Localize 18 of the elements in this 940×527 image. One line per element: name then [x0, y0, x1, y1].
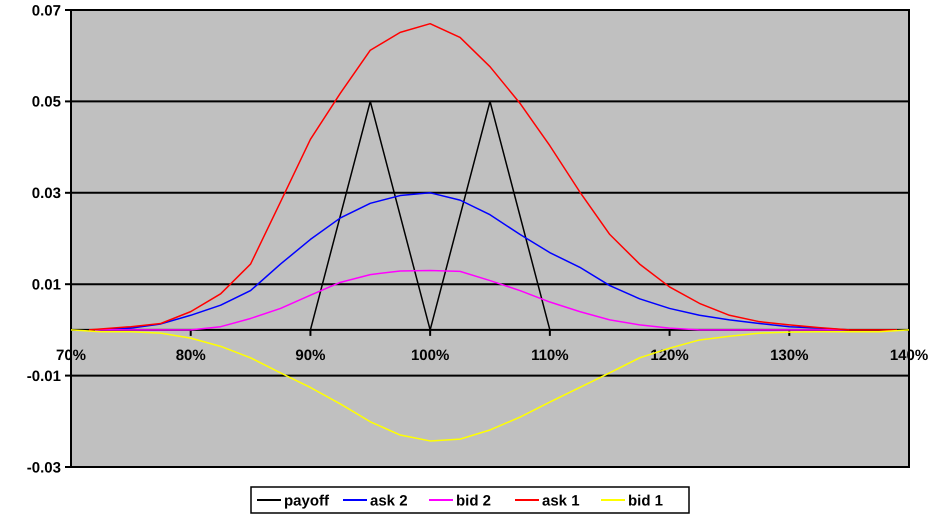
x-tick-label: 90% [295, 346, 326, 364]
x-tick-label: 80% [176, 346, 206, 364]
y-tick-label: 0.07 [32, 2, 61, 20]
line-series [88, 22, 898, 331]
y-tick-label: -0.03 [26, 459, 61, 476]
legend-label: bid 2 [456, 492, 492, 510]
legend-label: bid 1 [628, 492, 664, 510]
y-tick-label: -0.01 [26, 368, 61, 385]
x-tick-label: 120% [650, 346, 689, 364]
x-tick-label: 100% [410, 346, 450, 364]
legend-label: payoff [284, 492, 330, 510]
y-tick-label: 0.01 [32, 276, 61, 294]
x-tick-label: 110% [531, 346, 569, 364]
x-tick-label: 130% [770, 346, 808, 364]
y-tick-label: 0.05 [32, 94, 61, 111]
legend-label: ask 2 [370, 492, 408, 510]
legend-label: ask 1 [542, 492, 580, 510]
y-tick-label: 0.03 [32, 185, 61, 202]
